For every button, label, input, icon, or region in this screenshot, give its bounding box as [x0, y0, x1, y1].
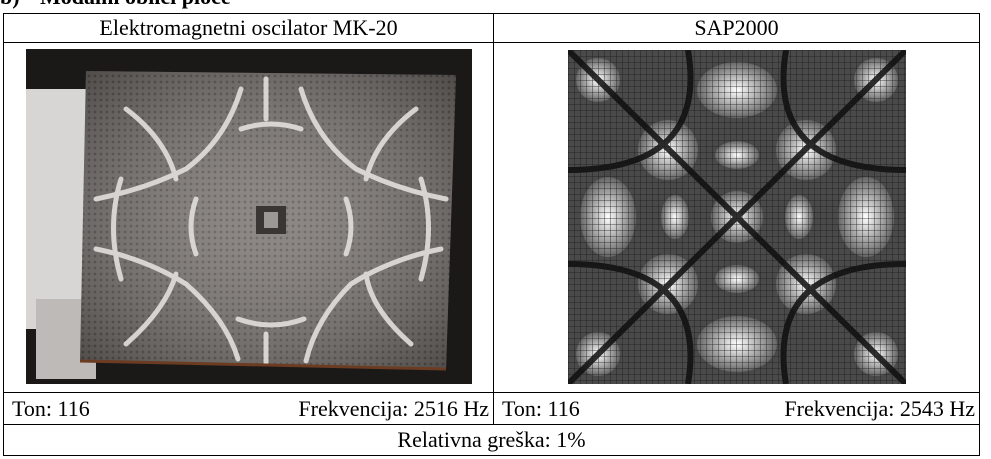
sap2000-mode-shape: [567, 49, 906, 384]
section-heading: b)Modalni oblici ploče: [0, 0, 231, 8]
header-oscillator: Elektromagnetni oscilator MK-20: [3, 13, 494, 43]
section-marker: b): [0, 0, 40, 8]
relative-error: Relativna greška: 1%: [3, 424, 980, 456]
sap2000-result: Ton: 116 Frekvencija: 2543 Hz: [493, 392, 980, 425]
oscillator-frequency: Frekvencija: 2516 Hz: [298, 396, 489, 421]
sap2000-frequency: Frekvencija: 2543 Hz: [784, 396, 975, 421]
chladni-plate-photo: [25, 49, 472, 384]
comparison-table: Elektromagnetni oscilator MK-20 SAP2000: [3, 13, 980, 456]
oscillator-tone: Ton: 116: [12, 396, 90, 421]
oscillator-result: Ton: 116 Frekvencija: 2516 Hz: [3, 392, 494, 425]
header-sap2000: SAP2000: [493, 13, 980, 43]
simulation-cell: [493, 42, 980, 393]
photo-cell: [3, 42, 494, 393]
section-title: Modalni oblici ploče: [40, 0, 231, 9]
sap2000-tone: Ton: 116: [502, 396, 580, 421]
plate-photo-image: [25, 49, 472, 384]
mode-shape-image: [567, 49, 906, 384]
